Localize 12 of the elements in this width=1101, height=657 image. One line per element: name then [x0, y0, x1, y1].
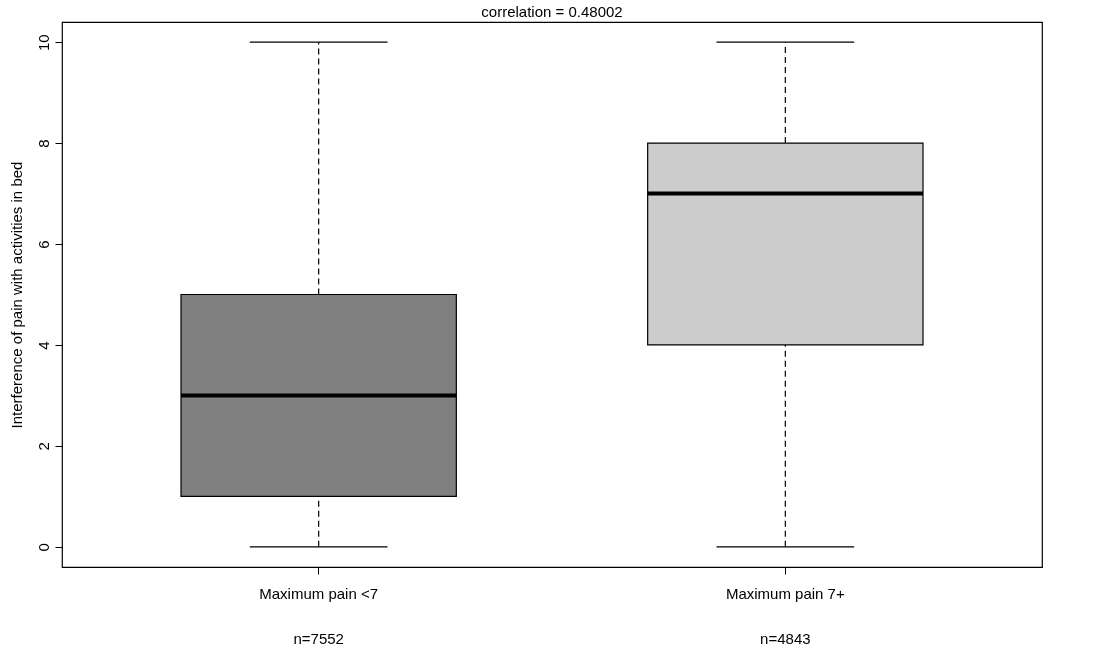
- y-tick-label: 4: [34, 341, 52, 350]
- y-tick-label: 2: [34, 442, 52, 451]
- x-tick-label: Maximum pain 7+: [725, 584, 845, 602]
- y-axis-title: Interference of pain with activities in bed: [7, 161, 25, 429]
- y-tick-label: 8: [34, 139, 52, 148]
- text: n=4843: [760, 630, 811, 647]
- text: n=7552: [293, 630, 344, 647]
- x-tick-label: Maximum pain <7: [259, 584, 379, 602]
- y-tick-label: 0: [34, 543, 52, 552]
- chart-title: correlation = 0.48002: [481, 3, 623, 20]
- y-tick-label: 6: [34, 240, 52, 249]
- y-tick-label: 10: [34, 34, 52, 52]
